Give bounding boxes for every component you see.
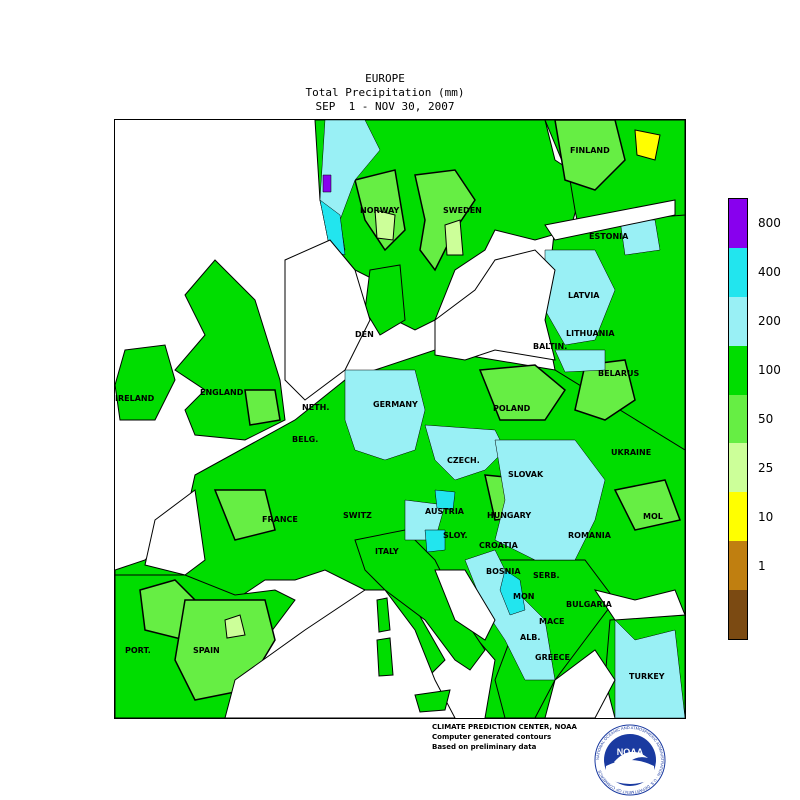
- label-norway: NORWAY: [360, 206, 400, 215]
- label-england: ENGLAND: [200, 388, 244, 397]
- legend-swatch: [729, 492, 747, 542]
- label-croatia: CROATIA: [479, 541, 519, 550]
- map-canvas: FINLAND NORWAY SWEDEN ESTONIA LATVIA LIT…: [115, 120, 685, 718]
- label-hungary: HUNGARY: [487, 511, 531, 520]
- label-neth: NETH.: [302, 403, 329, 412]
- label-spain: SPAIN: [193, 646, 220, 655]
- label-sloy: SLOY.: [443, 531, 468, 540]
- precipitation-map: FINLAND NORWAY SWEDEN ESTONIA LATVIA LIT…: [114, 119, 686, 719]
- label-italy: ITALY: [375, 547, 399, 556]
- label-latvia: LATVIA: [568, 291, 600, 300]
- legend-label: 800: [758, 216, 781, 231]
- label-bosnia: BOSNIA: [486, 567, 521, 576]
- label-belarus: BELARUS: [598, 369, 640, 378]
- noaa-logo: NOAA NATIONAL OCEANIC AND ATMOSPHERIC AD…: [594, 724, 666, 796]
- label-den: DEN: [355, 330, 374, 339]
- label-romania: ROMANIA: [568, 531, 612, 540]
- dry-zones: [224, 129, 661, 639]
- label-austria: AUSTRIA: [425, 507, 465, 516]
- legend-swatch: [729, 443, 747, 493]
- label-germany: GERMANY: [373, 400, 418, 409]
- legend-swatch: [729, 345, 747, 395]
- label-ukraine: UKRAINE: [611, 448, 651, 457]
- label-sweden: SWEDEN: [443, 206, 482, 215]
- denmark-land: [364, 264, 406, 336]
- title-period: SEP 1 - NOV 30, 2007: [315, 100, 455, 113]
- italy-land: [354, 529, 486, 671]
- title-variable: Total Precipitation (mm): [305, 86, 465, 99]
- label-belg: BELG.: [292, 435, 318, 444]
- label-slovak: SLOVAK: [508, 470, 544, 479]
- legend-label: 10: [758, 509, 774, 524]
- label-port: PORT.: [125, 646, 151, 655]
- legend-swatch: [729, 590, 747, 639]
- credit-line3: Based on preliminary data: [432, 743, 537, 751]
- label-czech: CZECH.: [447, 456, 480, 465]
- label-finland: FINLAND: [570, 146, 610, 155]
- legend-label: 100: [758, 363, 781, 378]
- label-lithuania: LITHUANIA: [566, 329, 615, 338]
- legend-label: 200: [758, 314, 781, 329]
- legend-label: 400: [758, 265, 781, 280]
- credit-line1: CLIMATE PREDICTION CENTER, NOAA: [432, 723, 577, 731]
- title-region: EUROPE: [365, 72, 405, 85]
- country-labels: FINLAND NORWAY SWEDEN ESTONIA LATVIA LIT…: [115, 146, 665, 681]
- legend-label: 25: [758, 460, 774, 475]
- noaa-logo-text: NOAA: [617, 747, 644, 757]
- label-bulgaria: BULGARIA: [566, 600, 613, 609]
- legend-swatch: [729, 394, 747, 444]
- credit-line2: Computer generated contours: [432, 733, 552, 741]
- map-title: EUROPE Total Precipitation (mm) SEP 1 - …: [250, 72, 520, 114]
- label-switz: SWITZ: [343, 511, 372, 520]
- legend-swatch: [729, 541, 747, 591]
- legend-label: 1: [758, 558, 766, 573]
- label-ireland: IRELAND: [115, 394, 155, 403]
- label-mon: MON: [513, 592, 534, 601]
- label-serb: SERB.: [533, 571, 560, 580]
- legend-swatch: [729, 199, 747, 248]
- legend-label: 50: [758, 412, 774, 426]
- label-mace: MACE: [539, 617, 565, 626]
- legend-swatch: [729, 247, 747, 297]
- label-france: FRANCE: [262, 515, 298, 524]
- label-baltin: BALTIN.: [533, 342, 567, 351]
- peak-zone: [322, 174, 332, 193]
- label-greece: GREECE: [535, 653, 570, 662]
- color-legend: [728, 198, 748, 640]
- legend-swatch: [729, 296, 747, 346]
- sea-areas: [144, 199, 685, 718]
- deep-cyan-zones: [319, 199, 526, 616]
- label-turkey: TURKEY: [629, 672, 665, 681]
- label-mol: MOL: [643, 512, 663, 521]
- ireland-land: [115, 344, 176, 421]
- label-estonia: ESTONIA: [589, 232, 629, 241]
- label-alb: ALB.: [520, 633, 540, 642]
- islands: [376, 597, 451, 713]
- label-poland: POLAND: [493, 404, 531, 413]
- credits: CLIMATE PREDICTION CENTER, NOAA Computer…: [432, 722, 577, 752]
